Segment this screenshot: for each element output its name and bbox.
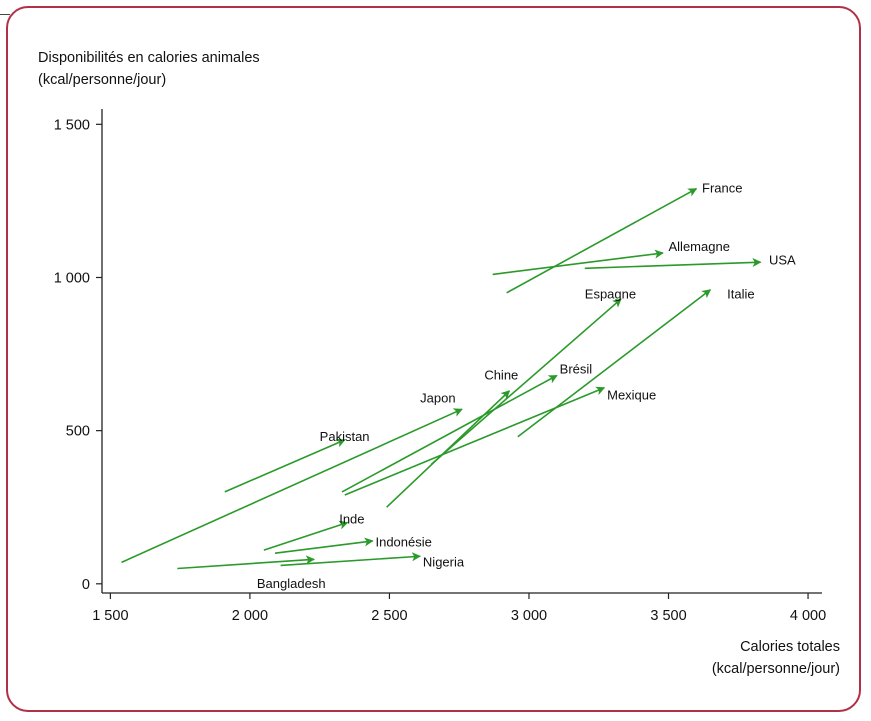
x-tick-label: 1 500 <box>92 608 128 624</box>
label-france: France <box>702 181 742 196</box>
y-tick-label: 500 <box>66 424 90 440</box>
y-tick-label: 1 000 <box>54 270 90 286</box>
label-espagne: Espagne <box>585 286 636 301</box>
x-axis-label-line1: Calories totales <box>740 639 840 655</box>
chart-frame <box>6 6 861 712</box>
arrow-espagne <box>430 298 622 465</box>
x-tick-label: 2 500 <box>371 608 407 624</box>
x-tick-label: 3 000 <box>511 608 547 624</box>
label-usa: USA <box>769 253 796 268</box>
label-italie: Italie <box>727 286 754 301</box>
arrow-bangladesh <box>177 555 315 570</box>
arrow-mexique <box>344 386 606 496</box>
arrow-usa <box>584 257 762 270</box>
label-indonesie: Indonésie <box>375 534 431 549</box>
y-axis-label: Disponibilités en calories animales (kca… <box>38 47 260 91</box>
x-tick-label: 2 000 <box>232 608 268 624</box>
label-japon: Japon <box>420 390 455 405</box>
y-tick-label: 0 <box>82 577 90 593</box>
arrow-pakistan <box>224 438 346 493</box>
label-bresil: Brésil <box>560 361 593 376</box>
country-labels-layer: France Allemagne USA Espagne Italie Chine Brés… <box>257 181 796 591</box>
label-pakistan: Pakistan <box>320 429 370 444</box>
label-allemagne: Allemagne <box>669 239 730 254</box>
x-tick-label: 4 000 <box>790 608 826 624</box>
label-bangladesh: Bangladesh <box>257 576 326 591</box>
x-axis-label-line2: (kcal/personne/jour) <box>711 661 840 677</box>
label-mexique: Mexique <box>607 387 656 402</box>
label-nigeria: Nigeria <box>423 554 465 569</box>
arrow-allemagne <box>492 249 664 276</box>
y-axis-label-line2: (kcal/personne/jour) <box>38 72 167 88</box>
arrow-italie <box>517 289 712 438</box>
arrow-inde <box>263 520 349 551</box>
y-axis-label-line1: Disponibilités en calories animales <box>38 50 260 66</box>
arrow-bresil <box>341 374 558 493</box>
arrow-chine <box>386 390 511 508</box>
label-chine: Chine <box>484 368 518 383</box>
arrows-layer <box>121 187 762 570</box>
arrow-indonesie <box>274 537 374 554</box>
x-axis-label: Calories totales (kcal/personne/jour) <box>712 636 840 680</box>
label-inde: Inde <box>339 511 364 526</box>
arrow-nigeria <box>280 552 422 567</box>
arrow-japon <box>121 408 463 564</box>
arrow-france <box>506 187 698 294</box>
y-tick-label: 1 500 <box>54 117 90 133</box>
x-tick-label: 3 500 <box>650 608 686 624</box>
axes: 1 500 2 000 2 500 3 000 3 500 4 000 0 500 1 000 1… <box>54 109 826 624</box>
corner-mark <box>0 14 10 15</box>
